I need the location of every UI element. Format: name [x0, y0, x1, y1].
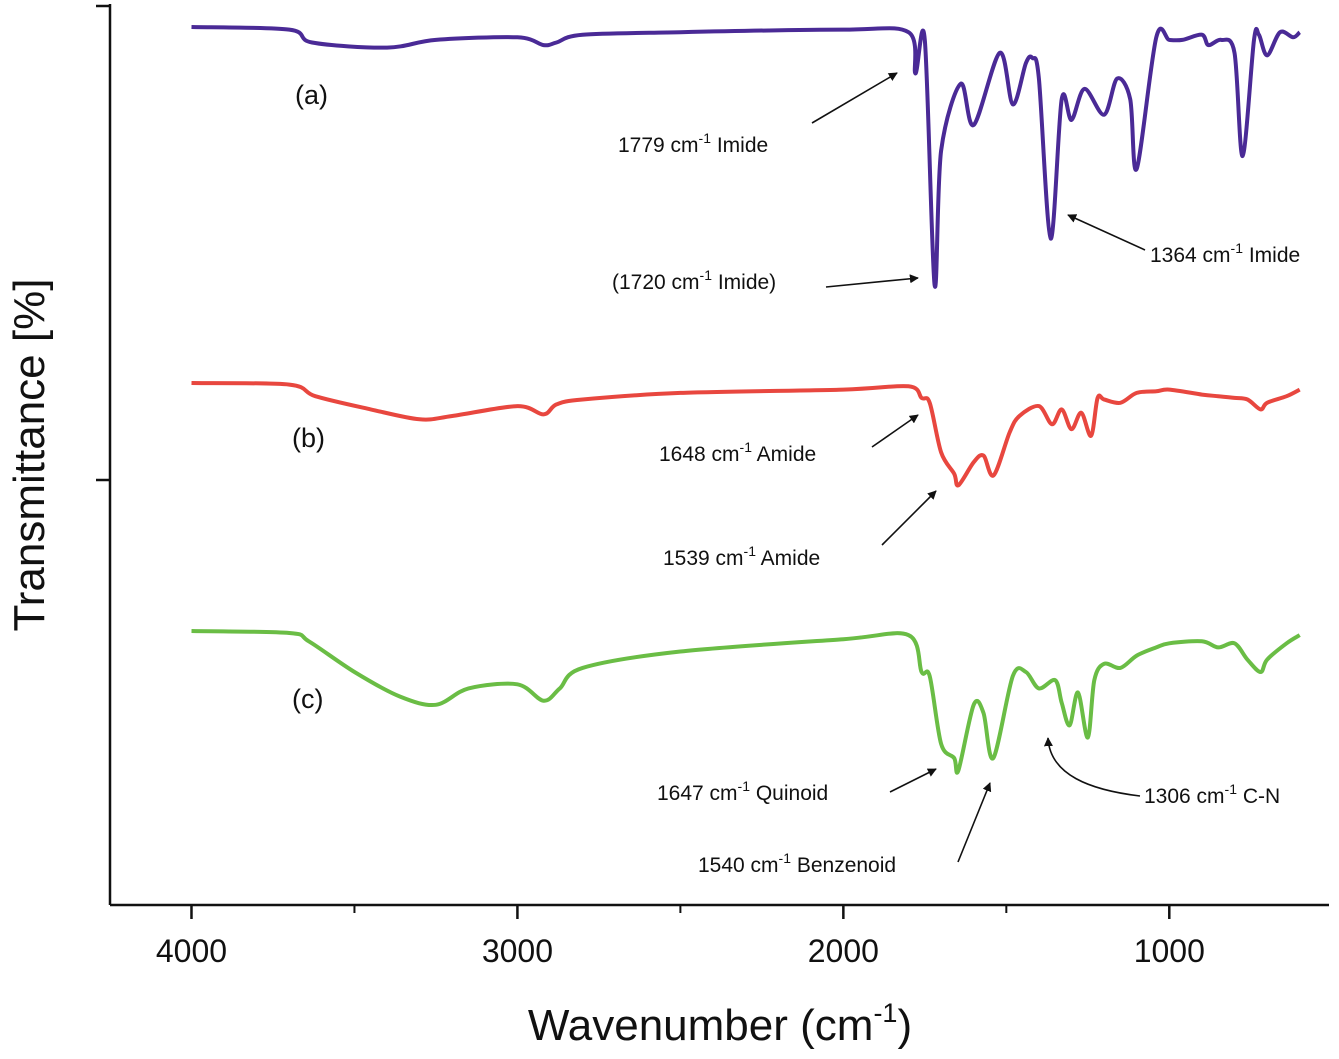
arrow-1647	[889, 768, 937, 793]
annotation-1647-post: Quinoid	[750, 782, 828, 805]
annotation-1779-post: Imide	[711, 134, 768, 157]
annotation-1364-post: Imide	[1243, 244, 1300, 267]
panel-label-b: (b)	[292, 423, 325, 453]
annotation-1720-sup: -1	[700, 267, 713, 283]
annotation-1540-pre: 1540 cm	[698, 854, 779, 877]
annotation-1779-pre: 1779 cm	[618, 134, 699, 157]
x-axis-ticks: 4000 3000 2000 1000	[156, 905, 1205, 969]
arrow-1539	[881, 490, 937, 546]
annotation-1306-sup: -1	[1225, 781, 1238, 797]
annotation-1540-post: Benzenoid	[791, 854, 896, 877]
x-axis-title: Wavenumber (cm-1)	[528, 998, 912, 1050]
annotation-1539-sup: -1	[744, 543, 757, 559]
series-line-a	[191, 25, 1302, 289]
annotation-1364: 1364 cm-1 Imide	[1150, 240, 1300, 267]
panel-label-a: (a)	[295, 80, 328, 110]
x-tick-label-1000: 1000	[1134, 933, 1205, 969]
annotation-1647: 1647 cm-1 Quinoid	[657, 778, 828, 805]
annotation-1306-post: C-N	[1237, 785, 1280, 808]
x-axis-title-close: )	[897, 1001, 912, 1050]
annotation-1539-pre: 1539 cm	[663, 547, 744, 570]
x-tick-label-3000: 3000	[482, 933, 553, 969]
annotation-1647-sup: -1	[738, 778, 751, 794]
x-axis-title-sup: -1	[873, 998, 897, 1028]
arrow-1648	[871, 414, 919, 448]
annotation-1539: 1539 cm-1 Amide	[663, 543, 820, 570]
annotation-arrows	[811, 72, 1146, 863]
annotation-1306: 1306 cm-1 C-N	[1144, 781, 1280, 808]
series-line-b	[191, 381, 1301, 488]
axes	[96, 4, 1329, 907]
annotation-1720: (1720 cm-1 Imide)	[612, 267, 776, 294]
annotation-1647-pre: 1647 cm	[657, 782, 738, 805]
annotation-1648: 1648 cm-1 Amide	[659, 439, 816, 466]
series-line-c	[191, 629, 1301, 775]
arrow-1720	[825, 274, 919, 288]
x-tick-label-2000: 2000	[808, 933, 879, 969]
annotation-1720-post: Imide)	[712, 271, 776, 294]
arrow-1364	[1067, 214, 1146, 251]
arrow-1779	[811, 72, 898, 124]
arrow-1306	[1043, 737, 1141, 797]
x-tick-label-4000: 4000	[156, 933, 227, 969]
annotation-1648-sup: -1	[740, 439, 753, 455]
annotation-1779-sup: -1	[699, 130, 712, 146]
annotation-1540: 1540 cm-1 Benzenoid	[698, 850, 896, 877]
annotation-1779: 1779 cm-1 Imide	[618, 130, 768, 157]
annotation-1364-sup: -1	[1231, 240, 1244, 256]
annotation-1648-post: Amide	[752, 443, 816, 466]
arrow-1540	[957, 782, 992, 863]
panel-label-c: (c)	[292, 684, 323, 714]
annotation-1648-pre: 1648 cm	[659, 443, 740, 466]
annotation-1539-post: Amide	[756, 547, 820, 570]
annotation-1306-pre: 1306 cm	[1144, 785, 1225, 808]
annotation-1720-pre: (1720 cm	[612, 271, 700, 294]
annotation-1540-sup: -1	[779, 850, 792, 866]
annotation-1364-pre: 1364 cm	[1150, 244, 1231, 267]
x-axis-title-main: Wavenumber (cm	[528, 1001, 874, 1050]
y-axis-title: Transmittance [%]	[5, 279, 54, 632]
